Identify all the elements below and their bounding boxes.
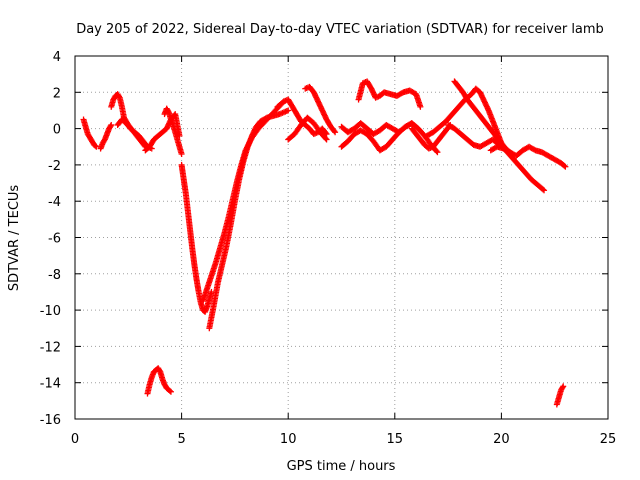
x-tick-label: 10 <box>280 432 297 447</box>
series-arc-early-morning <box>80 116 100 150</box>
series-arc-midday-b <box>302 83 339 136</box>
data-point-marker <box>285 107 292 114</box>
y-tick-label: -2 <box>48 159 61 174</box>
data-point-marker <box>156 367 163 374</box>
series-arc-outlier-morning <box>144 365 174 397</box>
data-point-marker <box>407 120 414 127</box>
series-arc-afternoon-high <box>355 78 424 110</box>
data-point-marker <box>167 388 174 395</box>
x-tick-label: 0 <box>71 432 79 447</box>
data-point-marker <box>332 129 339 136</box>
y-tick-label: 4 <box>53 50 61 65</box>
data-point-marker <box>322 135 329 142</box>
data-point-marker <box>541 187 548 194</box>
y-tick-label: -16 <box>40 413 61 428</box>
y-tick-label: 2 <box>53 86 61 101</box>
x-tick-label: 5 <box>177 432 185 447</box>
x-tick-label: 20 <box>493 432 510 447</box>
data-point-marker <box>116 93 123 100</box>
series-arc-midday-c <box>285 114 330 143</box>
data-point-marker <box>323 136 330 143</box>
y-tick-label: -12 <box>40 340 61 355</box>
chart-title: Day 205 of 2022, Sidereal Day-to-day VTE… <box>76 22 604 37</box>
data-point-marker <box>539 186 546 193</box>
data-point-marker <box>408 120 415 127</box>
x-tick-label: 15 <box>387 432 404 447</box>
series-arc-outlier-night <box>553 383 567 408</box>
series-arc-morning-spike <box>161 105 185 158</box>
data-point-marker <box>331 128 338 135</box>
series-arc-early-morning-b <box>97 121 115 152</box>
data-points <box>80 78 569 408</box>
series-arc-late-evening <box>487 143 569 170</box>
y-tick-label: -4 <box>48 195 61 210</box>
y-tick-label: 0 <box>53 123 61 138</box>
data-point-marker <box>559 384 566 391</box>
y-tick-label: -8 <box>48 268 61 283</box>
data-point-marker <box>434 149 441 156</box>
series-arc-afternoon-mid <box>338 120 441 156</box>
x-tick-label: 25 <box>600 432 617 447</box>
series-arc-recovery-b <box>199 98 287 305</box>
series-arc-afternoon-low <box>338 120 415 154</box>
data-point-marker <box>92 142 99 149</box>
data-point-marker <box>178 151 185 158</box>
data-point-marker <box>562 163 569 170</box>
y-tick-label: -10 <box>40 304 61 319</box>
y-axis-title: SDTVAR / TECUs <box>7 185 22 292</box>
data-point-marker <box>108 121 115 128</box>
y-tick-label: -14 <box>40 377 61 392</box>
y-tick-label: -6 <box>48 232 61 247</box>
x-axis-title: GPS time / hours <box>287 459 396 474</box>
data-point-marker <box>560 383 567 390</box>
data-point-marker <box>107 123 114 130</box>
data-point-marker <box>166 387 173 394</box>
data-point-marker <box>417 103 424 110</box>
plot-area-frame <box>74 55 609 420</box>
series-arc-plunge <box>178 161 215 315</box>
data-point-marker <box>165 108 172 115</box>
series-arc-evening-b <box>423 85 505 147</box>
data-point-marker <box>561 162 568 169</box>
series-arc-afternoon-d <box>408 121 454 152</box>
data-point-marker <box>433 148 440 155</box>
